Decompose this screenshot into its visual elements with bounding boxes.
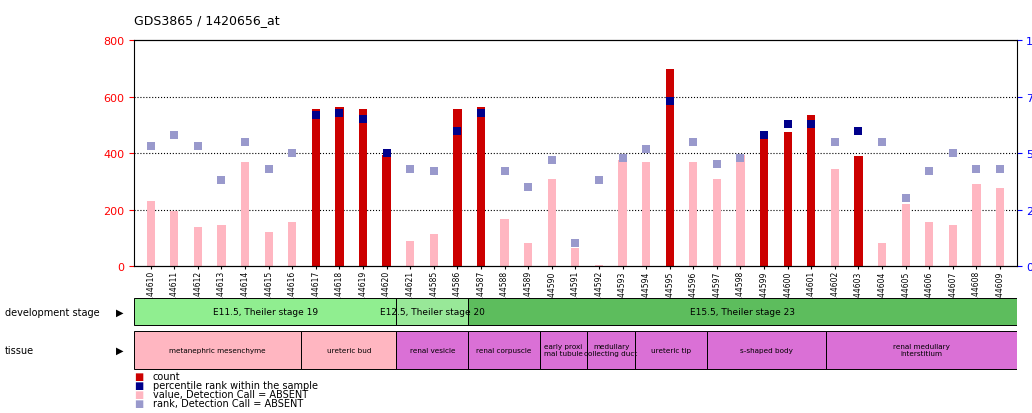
Bar bbox=[713, 179, 721, 266]
FancyBboxPatch shape bbox=[396, 331, 469, 369]
Bar bbox=[477, 107, 485, 266]
Bar bbox=[240, 162, 249, 266]
Bar bbox=[383, 155, 391, 266]
Text: ■: ■ bbox=[134, 371, 143, 381]
Bar bbox=[902, 204, 910, 266]
Text: E12.5, Theiler stage 20: E12.5, Theiler stage 20 bbox=[380, 307, 485, 316]
FancyBboxPatch shape bbox=[707, 331, 826, 369]
Text: E11.5, Theiler stage 19: E11.5, Theiler stage 19 bbox=[213, 307, 318, 316]
FancyBboxPatch shape bbox=[540, 331, 587, 369]
Bar bbox=[406, 241, 414, 266]
Bar bbox=[594, 265, 603, 266]
Text: renal vesicle: renal vesicle bbox=[410, 347, 455, 353]
Text: ureteric tip: ureteric tip bbox=[650, 347, 690, 353]
Bar bbox=[571, 248, 580, 266]
Text: ▶: ▶ bbox=[117, 345, 124, 355]
Text: ureteric bud: ureteric bud bbox=[326, 347, 372, 353]
Bar bbox=[335, 107, 344, 266]
Text: ■: ■ bbox=[134, 398, 143, 408]
FancyBboxPatch shape bbox=[826, 331, 1017, 369]
FancyBboxPatch shape bbox=[396, 298, 469, 326]
Bar bbox=[359, 110, 367, 266]
Text: renal medullary
interstitium: renal medullary interstitium bbox=[893, 344, 949, 356]
FancyBboxPatch shape bbox=[134, 331, 301, 369]
FancyBboxPatch shape bbox=[134, 298, 396, 326]
Text: s-shaped body: s-shaped body bbox=[740, 347, 793, 353]
Bar bbox=[666, 69, 674, 266]
Text: count: count bbox=[153, 371, 181, 381]
Bar bbox=[218, 225, 226, 266]
Text: metanephric mesenchyme: metanephric mesenchyme bbox=[169, 347, 266, 353]
Bar bbox=[878, 244, 886, 266]
Text: percentile rank within the sample: percentile rank within the sample bbox=[153, 380, 318, 390]
Text: development stage: development stage bbox=[5, 307, 100, 317]
Text: rank, Detection Call = ABSENT: rank, Detection Call = ABSENT bbox=[153, 398, 303, 408]
Bar bbox=[737, 155, 745, 266]
Bar bbox=[264, 233, 272, 266]
Text: medullary
collecting duct: medullary collecting duct bbox=[584, 344, 638, 356]
Bar bbox=[854, 157, 863, 266]
Bar bbox=[524, 244, 533, 266]
Text: renal corpuscle: renal corpuscle bbox=[476, 347, 531, 353]
Bar bbox=[689, 162, 698, 266]
Bar bbox=[925, 223, 933, 266]
FancyBboxPatch shape bbox=[469, 298, 1017, 326]
Text: value, Detection Call = ABSENT: value, Detection Call = ABSENT bbox=[153, 389, 308, 399]
FancyBboxPatch shape bbox=[635, 331, 707, 369]
Bar bbox=[831, 169, 839, 266]
Bar bbox=[288, 223, 296, 266]
Bar bbox=[147, 202, 155, 266]
Bar bbox=[948, 225, 957, 266]
Bar bbox=[760, 138, 768, 266]
FancyBboxPatch shape bbox=[469, 331, 540, 369]
Bar bbox=[312, 110, 320, 266]
Text: ■: ■ bbox=[134, 380, 143, 390]
Bar bbox=[972, 185, 980, 266]
Text: early proxi
mal tubule: early proxi mal tubule bbox=[544, 344, 583, 356]
Bar bbox=[170, 211, 179, 266]
Text: ▶: ▶ bbox=[117, 307, 124, 317]
Bar bbox=[783, 133, 792, 266]
Text: GDS3865 / 1420656_at: GDS3865 / 1420656_at bbox=[134, 14, 280, 27]
Text: E15.5, Theiler stage 23: E15.5, Theiler stage 23 bbox=[689, 307, 795, 316]
Bar bbox=[548, 179, 556, 266]
Bar bbox=[807, 116, 815, 266]
Text: tissue: tissue bbox=[5, 345, 34, 355]
FancyBboxPatch shape bbox=[587, 331, 635, 369]
FancyBboxPatch shape bbox=[301, 331, 396, 369]
Bar bbox=[194, 227, 202, 266]
Bar bbox=[429, 234, 438, 266]
Bar bbox=[501, 220, 509, 266]
Text: ■: ■ bbox=[134, 389, 143, 399]
Bar bbox=[453, 110, 461, 266]
Bar bbox=[618, 161, 626, 266]
Bar bbox=[996, 189, 1004, 266]
Bar bbox=[642, 162, 650, 266]
